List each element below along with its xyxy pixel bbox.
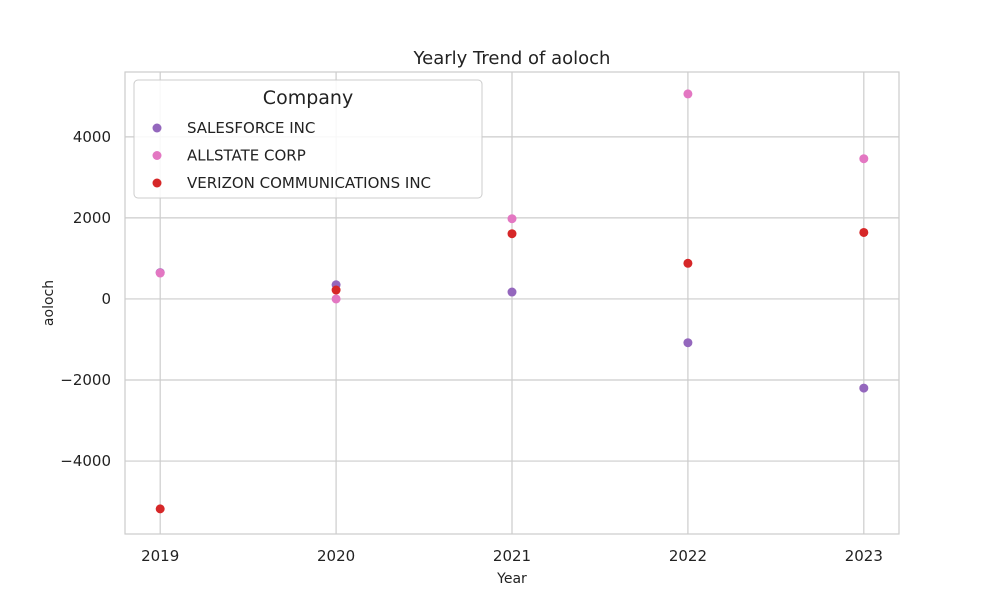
x-tick-label: 2019 [141, 547, 179, 565]
data-point-series-2 [507, 214, 517, 224]
legend-title: Company [263, 87, 353, 109]
data-point-series-1 [683, 338, 693, 348]
data-point-series-3 [507, 229, 517, 239]
data-point-series-1 [859, 383, 869, 393]
data-point-series-3 [331, 285, 341, 295]
legend-label: SALESFORCE INC [187, 119, 315, 137]
y-axis-label: aoloch [41, 280, 57, 326]
legend-marker [152, 178, 162, 188]
data-point-series-3 [859, 227, 869, 237]
data-point-series-3 [683, 258, 693, 268]
y-tick-label: −2000 [60, 371, 111, 389]
y-tick-label: 0 [101, 290, 111, 308]
data-point-series-2 [683, 89, 693, 99]
x-tick-label: 2022 [669, 547, 707, 565]
x-axis-label: Year [496, 571, 527, 587]
legend-marker [152, 123, 162, 133]
plot-area-frame [124, 71, 900, 535]
data-point-series-2 [155, 268, 165, 278]
y-tick-label: 2000 [73, 209, 111, 227]
data-point-series-2 [331, 294, 341, 304]
data-point-series-3 [155, 504, 165, 514]
x-tick-label: 2023 [845, 547, 883, 565]
data-point-series-2 [859, 154, 869, 164]
legend-label: ALLSTATE CORP [187, 147, 306, 165]
chart-title: Yearly Trend of aoloch [413, 48, 611, 69]
legend-items: SALESFORCE INC ALLSTATE CORP VERIZON COMMU… [152, 119, 431, 192]
data-points [155, 89, 869, 514]
x-tick-label: 2020 [317, 547, 355, 565]
tick-labels: 2019 2020 2021 2022 2023 −4000 −2000 0 2000 4000 [60, 128, 883, 565]
legend-marker [152, 151, 162, 160]
x-tick-label: 2021 [493, 547, 531, 565]
y-tick-label: 4000 [73, 128, 111, 146]
legend: Company SALESFORCE INC ALLSTATE CORP VERIZ… [133, 79, 483, 199]
legend-box [133, 79, 483, 199]
data-point-series-1 [507, 287, 517, 297]
legend-label: VERIZON COMMUNICATIONS INC [187, 174, 431, 192]
y-tick-label: −4000 [60, 452, 111, 470]
